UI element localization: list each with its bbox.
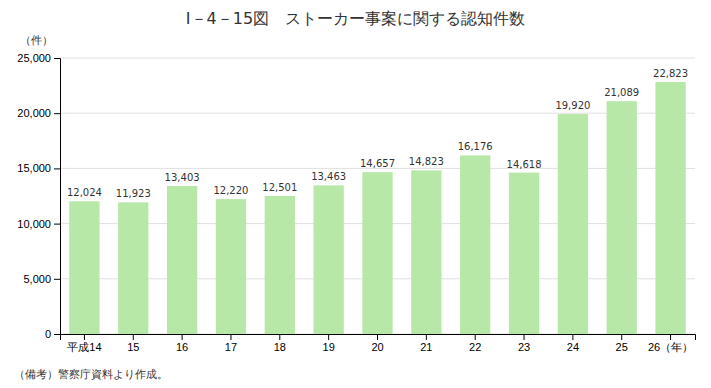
y-tick-label: 5,000	[23, 273, 51, 285]
x-tick-label: 17	[225, 341, 237, 353]
y-tick-mark	[54, 224, 60, 225]
data-label: 13,463	[311, 171, 346, 182]
x-tick-mark	[230, 334, 231, 340]
y-axis-line	[54, 59, 61, 335]
x-axis-line	[61, 335, 696, 341]
y-tick-label: 0	[45, 328, 51, 340]
x-tick-label: 26（年）	[648, 341, 693, 353]
y-tick-mark	[54, 334, 60, 335]
data-label: 22,823	[653, 68, 688, 79]
x-tick-label: 15	[127, 341, 139, 353]
x-tick-mark	[328, 334, 329, 340]
x-tick-label: 25	[616, 341, 628, 353]
y-tick-mark	[54, 279, 60, 280]
x-tick-label: 22	[469, 341, 481, 353]
annotation: （備考）警察庁資料より作成。	[14, 368, 168, 381]
x-tick-mark	[572, 334, 573, 340]
x-tick-label: 平成14	[67, 341, 101, 353]
y-tick: 20,000	[17, 107, 60, 119]
y-tick-label: 10,000	[17, 218, 51, 230]
x-tick-label: 24	[567, 341, 579, 353]
data-labels: 12,024 11,923 13,403 12,220 12,501 13,463 14,6…	[67, 68, 688, 199]
x-tick-mark	[475, 334, 476, 340]
y-tick-mark	[54, 58, 60, 59]
bar	[607, 101, 637, 334]
data-label: 16,176	[458, 141, 493, 152]
title: I－4－15図 ストーカー事案に関する認知件数	[186, 9, 525, 28]
x-tick: 24	[567, 334, 579, 353]
x-axis: 平成14 15 16 17 18 19 20 21 22 23 24 25 26（年）	[61, 334, 696, 353]
data-label: 12,501	[262, 182, 297, 193]
bar	[69, 201, 99, 334]
data-label: 14,823	[409, 156, 444, 167]
bar	[314, 185, 344, 334]
y-tick-mark	[54, 113, 60, 114]
x-tick-mark	[670, 334, 671, 340]
data-label: 14,657	[360, 158, 395, 169]
x-tick-mark	[377, 334, 378, 340]
x-tick-mark	[524, 334, 525, 340]
bar	[558, 114, 588, 334]
x-tick: 平成14	[67, 334, 101, 353]
x-tick-mark	[182, 334, 183, 340]
x-tick-mark	[133, 334, 134, 340]
x-tick-mark	[84, 334, 85, 340]
bar	[265, 196, 295, 334]
grid-line	[60, 113, 695, 114]
x-tick: 15	[127, 334, 139, 353]
x-tick: 22	[469, 334, 481, 353]
x-tick: 19	[323, 334, 335, 353]
x-tick: 17	[225, 334, 237, 353]
x-tick: 23	[518, 334, 530, 353]
bar	[362, 172, 392, 334]
data-label: 12,220	[213, 185, 248, 196]
x-tick: 18	[274, 334, 286, 353]
y-axis-label: （件）	[20, 34, 53, 47]
y-tick-mark	[54, 168, 60, 169]
y-tick: 15,000	[17, 162, 60, 174]
chart: I－4－15図 ストーカー事案に関する認知件数 0 5,000 10,000 15,00…	[0, 0, 711, 388]
bar	[655, 82, 685, 334]
x-tick: 26（年）	[648, 334, 693, 353]
data-label: 19,920	[555, 100, 590, 111]
y-tick-label: 15,000	[17, 162, 51, 174]
data-label: 14,618	[507, 159, 542, 170]
data-label: 13,403	[165, 172, 200, 183]
x-tick: 25	[616, 334, 628, 353]
bar	[411, 170, 441, 334]
x-tick-mark	[621, 334, 622, 340]
x-tick-label: 16	[176, 341, 188, 353]
x-tick-label: 18	[274, 341, 286, 353]
plot: 0 5,000 10,000 15,000 20,000 25,000 平成14 15 16 17…	[17, 52, 695, 353]
x-tick-label: 21	[420, 341, 432, 353]
data-label: 11,923	[116, 188, 151, 199]
grid-line	[60, 58, 695, 59]
data-label: 21,089	[604, 87, 639, 98]
y-tick: 0	[45, 328, 60, 340]
x-tick-mark	[426, 334, 427, 340]
x-tick-label: 19	[323, 341, 335, 353]
grid	[60, 58, 695, 334]
bar	[118, 202, 148, 334]
bar	[167, 186, 197, 334]
bar	[216, 199, 246, 334]
bars	[69, 82, 685, 334]
y-axis: 0 5,000 10,000 15,000 20,000 25,000	[17, 52, 60, 340]
y-tick-label: 20,000	[17, 107, 51, 119]
y-tick: 10,000	[17, 218, 60, 230]
x-tick-label: 20	[371, 341, 383, 353]
y-tick: 5,000	[23, 273, 60, 285]
data-label: 12,024	[67, 187, 102, 198]
y-tick-label: 25,000	[17, 52, 51, 64]
bar	[460, 155, 490, 334]
x-tick: 21	[420, 334, 432, 353]
x-tick-mark	[279, 334, 280, 340]
x-tick-label: 23	[518, 341, 530, 353]
y-tick: 25,000	[17, 52, 60, 64]
x-tick: 16	[176, 334, 188, 353]
bar	[509, 173, 539, 334]
x-tick: 20	[371, 334, 383, 353]
